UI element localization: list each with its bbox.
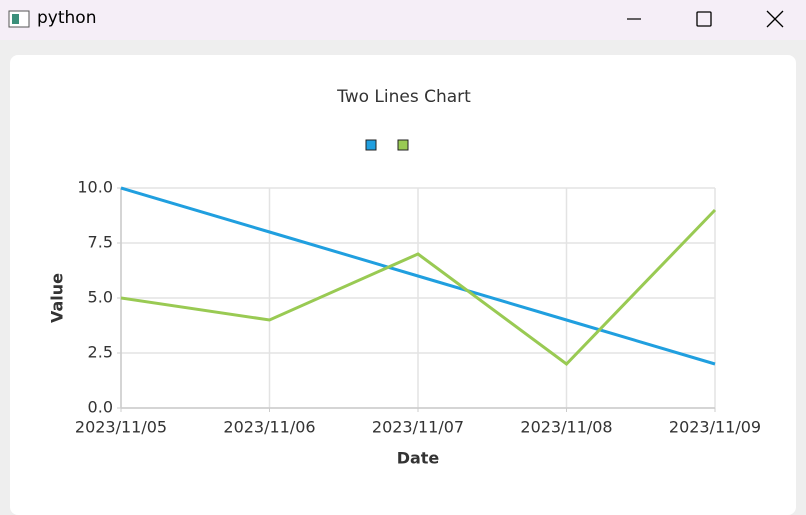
x-tick-label: 2023/11/08 xyxy=(520,418,612,437)
window-title: python xyxy=(37,8,97,28)
line-series xyxy=(120,186,716,366)
y-tick-label: 2.5 xyxy=(88,343,113,362)
chart: Two Lines Chart Date Value 0.0 2.5 5.0 7.5 1… xyxy=(48,87,762,468)
y-tick-label: 10.0 xyxy=(77,178,113,197)
legend-marker xyxy=(365,139,377,151)
close-button[interactable] xyxy=(766,10,784,28)
chart-title: Two Lines Chart xyxy=(336,87,471,107)
x-tick-label: 2023/11/09 xyxy=(669,418,761,437)
title-bar: python xyxy=(0,0,806,40)
app-icon-part xyxy=(12,14,19,24)
y-tick-label: 0.0 xyxy=(88,398,113,417)
x-tick-label: 2023/11/05 xyxy=(75,418,167,437)
y-tick-label: 5.0 xyxy=(88,288,113,307)
maximize-button[interactable] xyxy=(696,11,712,27)
y-tick-label: 7.5 xyxy=(88,233,113,252)
x-tick-label: 2023/11/06 xyxy=(223,418,315,437)
x-tick-label: 2023/11/07 xyxy=(372,418,464,437)
legend-marker xyxy=(397,139,409,151)
line-series xyxy=(120,208,717,366)
x-axis-label: Date xyxy=(397,449,440,468)
title-bar-icons xyxy=(8,10,784,28)
chart-view xyxy=(10,55,796,515)
y-axis-label: Value xyxy=(48,273,67,323)
